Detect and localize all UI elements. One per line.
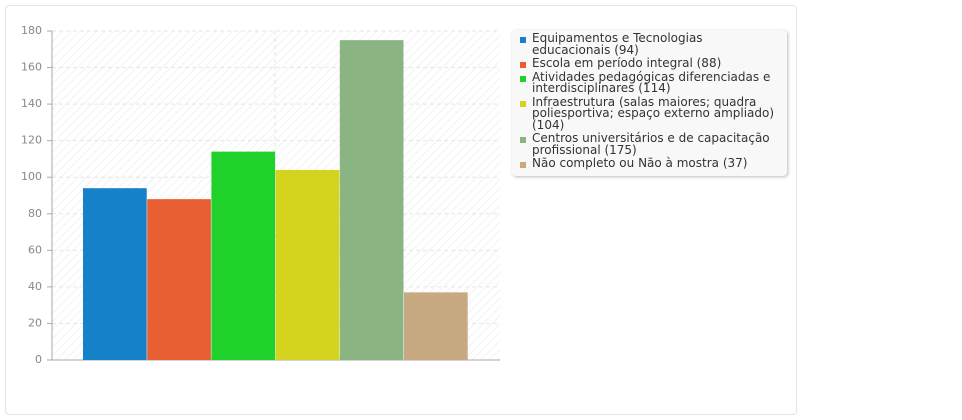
y-tick-label: 80 [28,207,42,220]
legend-item: Não completo ou Não à mostra (37) [520,156,782,170]
legend-label: Equipamentos e Tecnologias educacionais … [532,31,703,57]
y-tick-label: 100 [21,170,42,183]
legend-item: Centros universitários e de capacitação … [520,131,782,157]
panel [5,5,797,415]
bar [339,40,404,361]
legend-label: Não completo ou Não à mostra (37) [532,156,748,170]
legend-swatch [520,37,526,43]
legend-swatch [520,137,526,143]
legend-item: Equipamentos e Tecnologias educacionais … [520,31,782,57]
legend-swatch [520,100,526,107]
y-tick-label: 160 [21,61,42,74]
bar [404,292,468,360]
bar [275,169,340,360]
legend-label: Atividades pedagógicas diferenciadas e i… [532,69,771,95]
legend-item: Atividades pedagógicas diferenciadas e i… [520,69,782,95]
legend-item: Infraestrutura (salas maiores; quadra po… [520,94,782,132]
legend-swatch [520,75,526,82]
legend-label: Infraestrutura (salas maiores; quadra po… [532,94,775,132]
legend: Equipamentos e Tecnologias educacionais … [512,30,787,176]
legend-label: Escola em período integral (88) [532,56,722,70]
y-tick-label: 20 [28,316,42,329]
legend-swatch [520,62,526,68]
bar [211,151,276,360]
legend-label: Centros universitários e de capacitação … [532,131,770,157]
bar [83,188,147,360]
bar [147,199,211,360]
y-tick-label: 0 [35,353,42,366]
y-tick-label: 120 [21,134,42,147]
legend-swatch [520,162,526,168]
y-tick-label: 40 [28,280,42,293]
y-tick-label: 180 [21,24,42,37]
y-tick-label: 140 [21,97,42,110]
y-tick-label: 60 [28,243,42,256]
legend-item: Escola em período integral (88) [520,56,782,70]
